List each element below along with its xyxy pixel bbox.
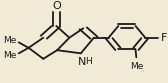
Text: O: O — [52, 1, 61, 11]
Text: H: H — [85, 57, 92, 66]
Text: F: F — [161, 33, 167, 43]
Text: Me: Me — [130, 62, 143, 71]
Text: Me: Me — [3, 51, 16, 60]
Text: Me: Me — [3, 36, 16, 45]
Text: N: N — [78, 57, 87, 67]
